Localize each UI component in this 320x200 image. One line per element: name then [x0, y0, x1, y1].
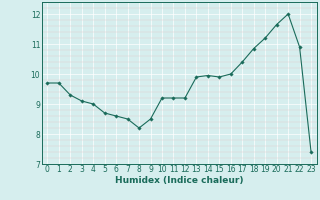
- X-axis label: Humidex (Indice chaleur): Humidex (Indice chaleur): [115, 176, 244, 185]
